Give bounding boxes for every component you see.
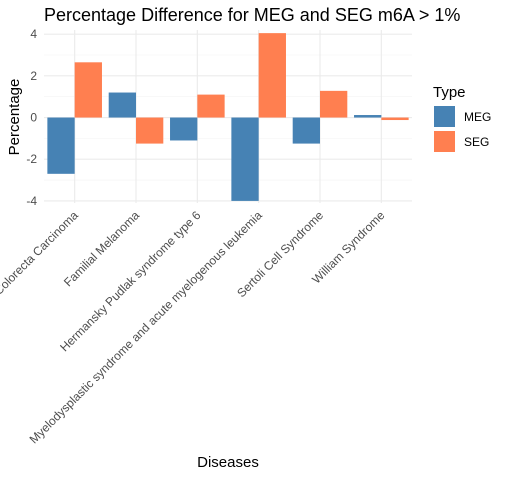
x-axis-title: Diseases xyxy=(197,454,259,471)
bars xyxy=(47,33,409,201)
y-tick-label: 2 xyxy=(30,69,37,83)
bar-meg xyxy=(108,92,136,118)
legend-label: SEG xyxy=(464,135,489,149)
legend-key-seg xyxy=(434,131,455,152)
bar-seg xyxy=(197,94,225,118)
y-axis-title: Percentage xyxy=(6,79,23,156)
y-tick-label: -4 xyxy=(26,194,37,208)
legend-label: MEG xyxy=(464,110,491,124)
legend: Type MEG SEG xyxy=(433,84,491,152)
y-tick-labels: -4 -2 0 2 4 xyxy=(26,27,37,208)
y-tick-label: 4 xyxy=(30,27,37,41)
y-tick-label: 0 xyxy=(30,111,37,125)
y-tick-label: -2 xyxy=(26,152,37,166)
bar-meg xyxy=(170,117,198,141)
bar-seg xyxy=(320,90,348,118)
chart-title: Percentage Difference for MEG and SEG m6… xyxy=(44,5,460,25)
legend-items: MEG SEG xyxy=(434,106,491,152)
bar-meg xyxy=(47,117,75,174)
bar-seg xyxy=(258,33,286,118)
bar-seg xyxy=(74,62,102,118)
bar-seg xyxy=(381,117,409,121)
legend-key-meg xyxy=(434,106,455,127)
bar-meg xyxy=(292,117,320,144)
legend-title: Type xyxy=(433,84,466,101)
bar-seg xyxy=(136,117,164,144)
bar-meg xyxy=(231,117,259,201)
x-tick-label: Myelodysplastic syndrome and acute myelo… xyxy=(27,208,265,446)
bar-meg xyxy=(354,115,382,118)
